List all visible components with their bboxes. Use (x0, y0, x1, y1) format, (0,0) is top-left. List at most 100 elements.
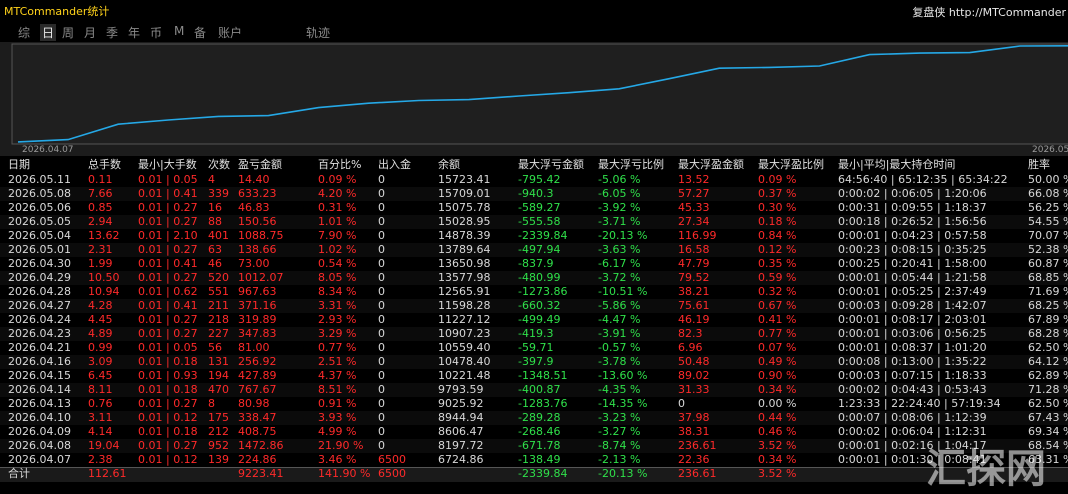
table-cell: -499.49 (518, 313, 561, 326)
table-cell: 0.31 % (318, 201, 357, 214)
table-cell: 0.09 % (318, 173, 357, 186)
table-cell: 8 (208, 397, 215, 410)
table-cell: 0:00:01 | 0:04:23 | 0:57:58 (838, 229, 987, 242)
table-cell: 0:00:02 | 0:06:05 | 1:20:06 (838, 187, 987, 200)
table-cell: 0.44 % (758, 411, 797, 424)
tab[interactable]: 日 (40, 24, 57, 41)
table-cell: 338.47 (238, 411, 277, 424)
table-cell: 15075.78 (438, 201, 491, 214)
table-cell: 0 (378, 383, 385, 396)
table-cell: 401 (208, 229, 229, 242)
table-cell: 19.04 (88, 439, 120, 452)
table-cell: 0.54 % (318, 257, 357, 270)
table-cell: -497.94 (518, 243, 561, 256)
column-header: 百分比% (318, 158, 362, 171)
table-cell: 0:00:07 | 0:08:06 | 1:12:39 (838, 411, 987, 424)
table-cell: 0:00:01 | 0:05:44 | 1:21:58 (838, 271, 987, 284)
table-cell: 37.98 (678, 411, 710, 424)
table-cell: 0 (378, 243, 385, 256)
table-cell: -3.63 % (598, 243, 641, 256)
table-cell: 0 (378, 201, 385, 214)
table-cell: 0.01 | 0.18 (138, 383, 198, 396)
table-cell: 14878.39 (438, 229, 491, 242)
table-cell: 2026.05.11 (8, 173, 71, 186)
table-cell: 0 (378, 299, 385, 312)
brand-link[interactable]: 复盘侠 http://MTCommander (912, 6, 1066, 19)
table-cell: 80.98 (238, 397, 270, 410)
tab[interactable]: 币 (150, 26, 163, 40)
table-cell: -3.91 % (598, 327, 641, 340)
table-cell: 54.55 % (1028, 215, 1068, 228)
table-cell: 3.31 % (318, 299, 357, 312)
table-cell: 64:56:40 | 65:12:35 | 65:34:22 (838, 173, 1008, 186)
table-cell: 0 (378, 215, 385, 228)
table-cell: -671.78 (518, 439, 561, 452)
table-cell: 0.01 | 0.05 (138, 341, 198, 354)
table-cell: -419.3 (518, 327, 554, 340)
table-cell: 0.37 % (758, 187, 797, 200)
table-cell: 13.62 (88, 229, 120, 242)
row-stripe (0, 299, 1068, 313)
table-cell: 15028.95 (438, 215, 491, 228)
table-cell: 2026.05.01 (8, 243, 71, 256)
table-cell: 0 (378, 425, 385, 438)
table-cell: 0.77 % (758, 327, 797, 340)
table-cell: -10.51 % (598, 285, 648, 298)
table-cell: 2026.04.23 (8, 327, 71, 340)
table-cell: 6.45 (88, 369, 113, 382)
tab[interactable]: 季 (106, 26, 119, 40)
table-cell: 256.92 (238, 355, 277, 368)
tab[interactable]: 年 (128, 26, 141, 40)
table-cell: -940.3 (518, 187, 554, 200)
table-cell: 2026.04.08 (8, 439, 71, 452)
table-cell: 0.01 | 0.27 (138, 327, 198, 340)
table-cell: -2339.84 (518, 229, 568, 242)
tab[interactable]: 轨迹 (306, 26, 331, 40)
table-cell: 520 (208, 271, 229, 284)
table-cell: 2026.04.30 (8, 257, 71, 270)
table-cell: 1.02 % (318, 243, 357, 256)
table-cell: 0.99 (88, 341, 113, 354)
column-header: 盈亏金额 (238, 158, 282, 171)
table-cell: 0.59 % (758, 271, 797, 284)
equity-line (17, 45, 1068, 143)
table-cell: 0.01 | 0.27 (138, 313, 198, 326)
table-cell: 81.00 (238, 341, 270, 354)
column-header: 胜率 (1028, 158, 1050, 171)
total-cell: 112.61 (88, 467, 127, 480)
tab[interactable]: 月 (84, 26, 97, 40)
tab[interactable]: 周 (62, 26, 75, 40)
table-cell: -13.60 % (598, 369, 648, 382)
table-cell: 7.66 (88, 187, 113, 200)
table-cell: 2026.05.06 (8, 201, 71, 214)
table-cell: -3.72 % (598, 271, 641, 284)
table-cell: 227 (208, 327, 229, 340)
table-cell: 0.01 | 0.18 (138, 425, 198, 438)
table-cell: 31.33 (678, 383, 710, 396)
table-cell: 82.3 (678, 327, 703, 340)
table-cell: 0.77 % (318, 341, 357, 354)
tab[interactable]: 账户 (218, 26, 243, 40)
table-cell: 0:00:25 | 0:20:41 | 1:58:00 (838, 257, 987, 270)
tab[interactable]: 综 (18, 26, 31, 40)
table-cell: 3.93 % (318, 411, 357, 424)
table-cell: -1283.76 (518, 397, 568, 410)
table-cell: 70.07 % (1028, 229, 1068, 242)
table-cell: 15709.01 (438, 187, 491, 200)
table-cell: 0:00:01 | 0:08:37 | 1:01:20 (838, 341, 987, 354)
tab[interactable]: M (174, 24, 185, 38)
table-cell: 0 (378, 327, 385, 340)
column-header: 余额 (438, 158, 460, 171)
table-cell: 13577.98 (438, 271, 491, 284)
table-cell: 89.02 (678, 369, 710, 382)
table-cell: 79.52 (678, 271, 710, 284)
table-cell: 0.67 % (758, 299, 797, 312)
table-cell: 2026.04.13 (8, 397, 71, 410)
table-cell: 60.87 % (1028, 257, 1068, 270)
table-cell: -400.87 (518, 383, 561, 396)
table-cell: 3.09 (88, 355, 113, 368)
table-cell: 1.01 % (318, 215, 357, 228)
table-cell: 0.01 | 0.93 (138, 369, 198, 382)
tab[interactable]: 备 (194, 26, 207, 40)
table-cell: 2026.04.10 (8, 411, 71, 424)
